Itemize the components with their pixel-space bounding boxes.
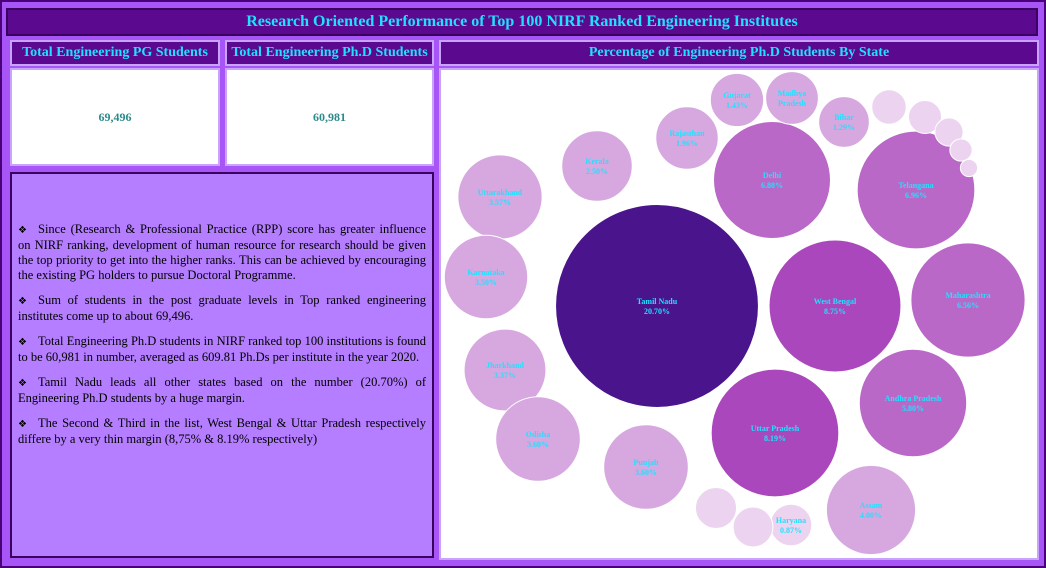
bubble-unlabeled-19 xyxy=(694,486,738,530)
bubble-state-label: Kerala xyxy=(585,157,609,166)
bubble-unlabeled-24 xyxy=(949,138,973,162)
bubble-unlabeled-22 xyxy=(907,99,943,135)
bubble-punjab xyxy=(603,424,689,510)
bubble-state-label: Telangana xyxy=(898,181,933,190)
bubble-andhra-pradesh xyxy=(858,348,968,458)
insight-text: Since (Research & Professional Practice … xyxy=(18,222,426,282)
bubble-state-label: Maharashtra xyxy=(945,291,990,300)
bubble-percent-label: 2.50% xyxy=(586,167,608,176)
phd-students-header: Total Engineering Ph.D Students xyxy=(225,40,434,66)
bubble-karnataka xyxy=(443,234,529,320)
bubble-state-label: West Bengal xyxy=(814,297,857,306)
bubble-state-label: Delhi xyxy=(763,171,782,180)
bubble-delhi xyxy=(713,121,831,239)
bubble-jharkhand xyxy=(463,328,547,412)
bubble-state-label: Haryana xyxy=(776,516,806,525)
bubble-tamil-nadu xyxy=(555,204,759,408)
bubble-percent-label: 5.80% xyxy=(902,404,924,413)
bubble-gujarat xyxy=(709,72,765,128)
diamond-bullet-icon: ❖ xyxy=(18,296,27,307)
insight-item: ❖ Tamil Nadu leads all other states based… xyxy=(18,375,426,406)
bubble-percent-label: 8.19% xyxy=(764,434,786,443)
bubble-state-label: Rajasthan xyxy=(669,129,705,138)
pg-students-value: 69,496 xyxy=(98,109,132,124)
diamond-bullet-icon: ❖ xyxy=(18,225,27,236)
bubble-state-label: Pradesh xyxy=(778,99,807,108)
bubble-rajasthan xyxy=(655,106,719,170)
bubble-state-label: Uttar Pradesh xyxy=(751,424,800,433)
bubble-percent-label: 6.56% xyxy=(957,301,979,310)
bubble-percent-label: 3.50% xyxy=(475,278,497,287)
bubble-madhya-pradesh xyxy=(765,71,819,125)
bubble-unlabeled-20 xyxy=(732,506,774,548)
diamond-bullet-icon: ❖ xyxy=(18,378,27,389)
insight-item: ❖ The Second & Third in the list, West Be… xyxy=(18,416,426,447)
phd-students-card: 60,981 xyxy=(225,68,434,166)
bubble-chart-area: Tamil Nadu 20.70% West Bengal 8.75% Uttar Pr… xyxy=(439,68,1039,560)
bubble-state-label: Odisha xyxy=(526,430,550,439)
bubble-uttarakhand xyxy=(457,154,543,240)
bubble-state-label: Uttarakhand xyxy=(478,188,523,197)
bubble-state-label: Karnataka xyxy=(467,268,504,277)
bubble-state-label: Gujarat xyxy=(723,91,751,100)
bubble-maharashtra xyxy=(910,242,1026,358)
bubble-odisha xyxy=(495,396,581,482)
insights-panel: ❖ Since (Research & Professional Practice… xyxy=(10,172,434,558)
bubble-haryana xyxy=(769,503,813,547)
bubble-uttar-pradesh xyxy=(710,368,840,498)
dashboard-title: Research Oriented Performance of Top 100… xyxy=(6,8,1038,36)
insight-item: ❖ Since (Research & Professional Practice… xyxy=(18,222,426,283)
bubble-percent-label: 4.00% xyxy=(860,511,882,520)
insight-text: Tamil Nadu leads all other states based … xyxy=(18,375,426,405)
bubble-percent-label: 6.96% xyxy=(905,191,927,200)
bubble-unlabeled-25 xyxy=(959,158,979,178)
bubble-bihar xyxy=(818,96,870,148)
bubble-percent-label: 3.57% xyxy=(489,198,511,207)
bubble-state-label: Madhya xyxy=(778,89,806,98)
insight-text: The Second & Third in the list, West Ben… xyxy=(18,416,426,446)
bubble-west-bengal xyxy=(768,239,902,373)
diamond-bullet-icon: ❖ xyxy=(18,337,27,348)
bubble-unlabeled-23 xyxy=(934,117,964,147)
bubble-percent-label: 3.60% xyxy=(635,468,657,477)
bubble-kerala xyxy=(561,130,633,202)
bubble-percent-label: 6.88% xyxy=(761,181,783,190)
bubble-percent-label: 0.87% xyxy=(780,526,802,535)
bubble-percent-label: 1.96% xyxy=(676,139,698,148)
bubble-percent-label: 1.29% xyxy=(833,123,855,132)
bubble-percent-label: 8.75% xyxy=(824,307,846,316)
phd-students-value: 60,981 xyxy=(313,109,346,124)
bubble-percent-label: 1.43% xyxy=(726,101,748,110)
bubble-state-label: Andhra Pradesh xyxy=(885,394,942,403)
insight-text: Total Engineering Ph.D students in NIRF … xyxy=(18,334,426,364)
bubble-state-label: Bihar xyxy=(834,113,854,122)
bubble-percent-label: 3.37% xyxy=(494,371,516,380)
insight-text: Sum of students in the post graduate lev… xyxy=(18,293,426,323)
insight-item: ❖ Sum of students in the post graduate le… xyxy=(18,293,426,324)
diamond-bullet-icon: ❖ xyxy=(18,419,27,430)
bubble-state-label: Punjab xyxy=(634,458,659,467)
chart-header: Percentage of Engineering Ph.D Students … xyxy=(439,40,1039,66)
bubble-state-label: Jharkhand xyxy=(486,361,524,370)
pg-students-header: Total Engineering PG Students xyxy=(10,40,220,66)
bubble-assam xyxy=(825,464,917,556)
insight-item: ❖ Total Engineering Ph.D students in NIRF… xyxy=(18,334,426,365)
bubble-state-label: Assam xyxy=(860,501,883,510)
bubble-unlabeled-21 xyxy=(871,89,907,125)
bubble-state-label: Tamil Nadu xyxy=(637,297,678,306)
bubble-percent-label: 20.70% xyxy=(644,307,670,316)
pg-students-card: 69,496 xyxy=(10,68,220,166)
bubble-percent-label: 3.60% xyxy=(527,440,549,449)
